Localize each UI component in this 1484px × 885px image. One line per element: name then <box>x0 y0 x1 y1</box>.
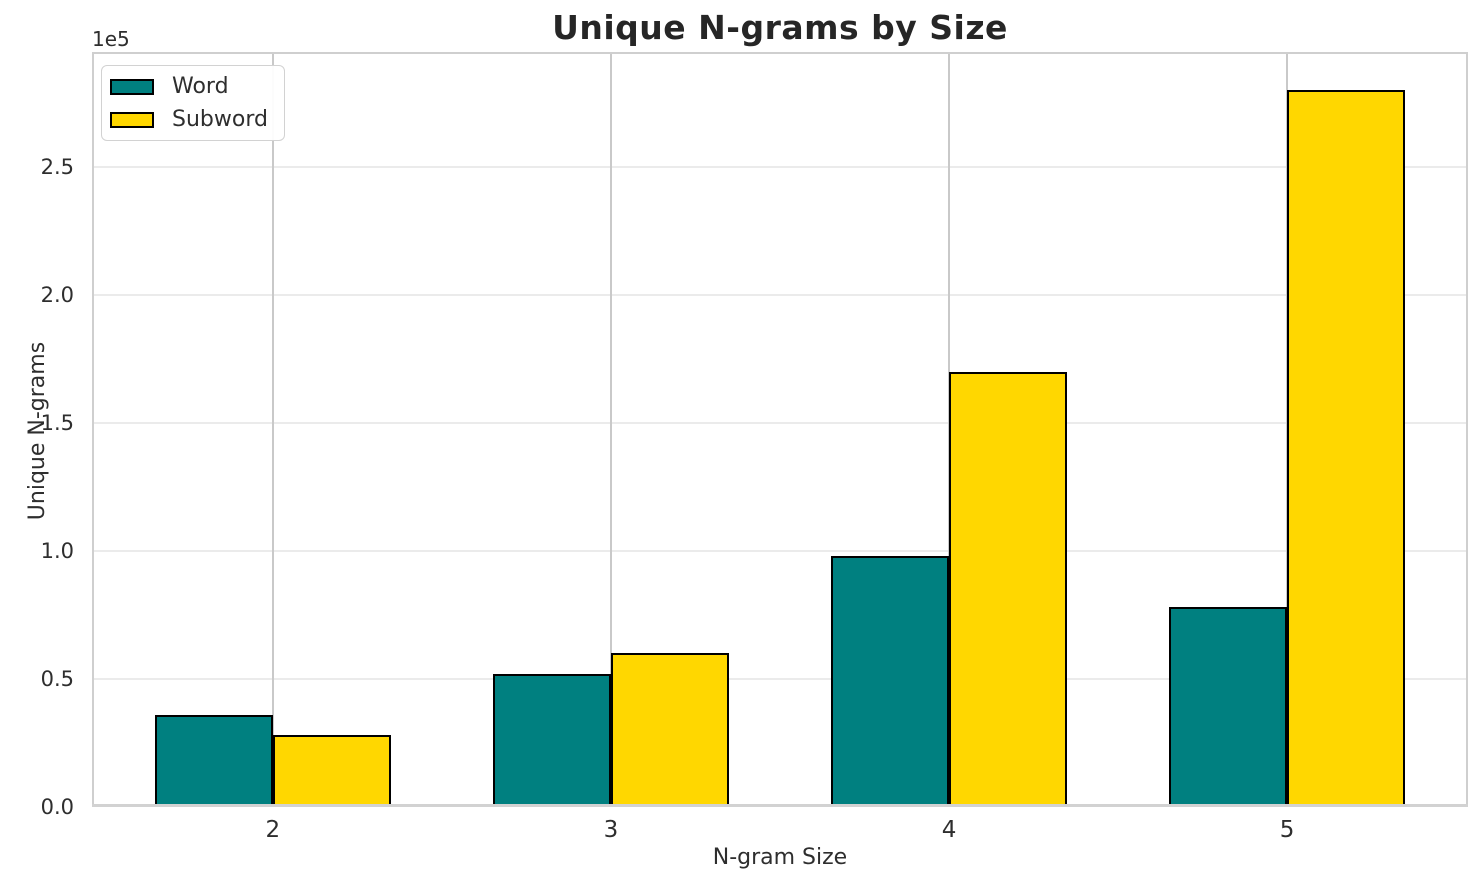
axis-spine-top <box>92 52 1468 54</box>
y-gridline <box>92 294 1468 297</box>
bar-word-5 <box>1168 607 1288 807</box>
y-axis-offset-label: 1e5 <box>92 27 130 51</box>
y-gridline <box>92 422 1468 425</box>
y-gridline <box>92 550 1468 553</box>
axis-spine-right <box>1466 52 1468 807</box>
legend-item-subword: Subword <box>110 107 268 132</box>
y-tick-label: 2.5 <box>40 155 74 180</box>
x-gridline <box>271 52 274 807</box>
x-axis-label: N-gram Size <box>712 845 848 870</box>
bar-word-2 <box>154 714 273 807</box>
y-gridline <box>92 166 1468 169</box>
axis-spine-left <box>92 52 94 807</box>
legend-label: Word <box>172 74 229 99</box>
y-gridline <box>92 678 1468 681</box>
x-gridline <box>609 52 612 807</box>
x-tick-label: 4 <box>941 817 957 843</box>
legend-item-word: Word <box>110 74 268 99</box>
bar-subword-3 <box>610 653 730 807</box>
y-tick-label: 0.5 <box>40 667 74 692</box>
y-tick-label: 1.5 <box>40 411 74 436</box>
y-tick-label: 2.0 <box>40 283 74 308</box>
chart-title: Unique N-grams by Size <box>552 8 1008 47</box>
legend: Word Subword <box>101 65 285 141</box>
y-tick-label: 0.0 <box>40 795 74 819</box>
bar-subword-5 <box>1287 90 1406 807</box>
x-tick-label: 2 <box>265 817 281 843</box>
legend-swatch-icon <box>110 78 154 95</box>
bar-subword-4 <box>949 371 1068 807</box>
x-tick-label: 5 <box>1279 817 1295 843</box>
bar-word-4 <box>830 556 950 807</box>
bar-word-3 <box>492 673 611 807</box>
y-tick-label: 1.0 <box>40 539 74 564</box>
plot-area: Word Subword <box>92 52 1468 807</box>
bar-subword-2 <box>272 735 392 807</box>
legend-label: Subword <box>172 107 268 132</box>
legend-swatch-icon <box>110 111 154 128</box>
axis-spine-bottom <box>92 804 1468 807</box>
x-tick-label: 3 <box>603 817 619 843</box>
